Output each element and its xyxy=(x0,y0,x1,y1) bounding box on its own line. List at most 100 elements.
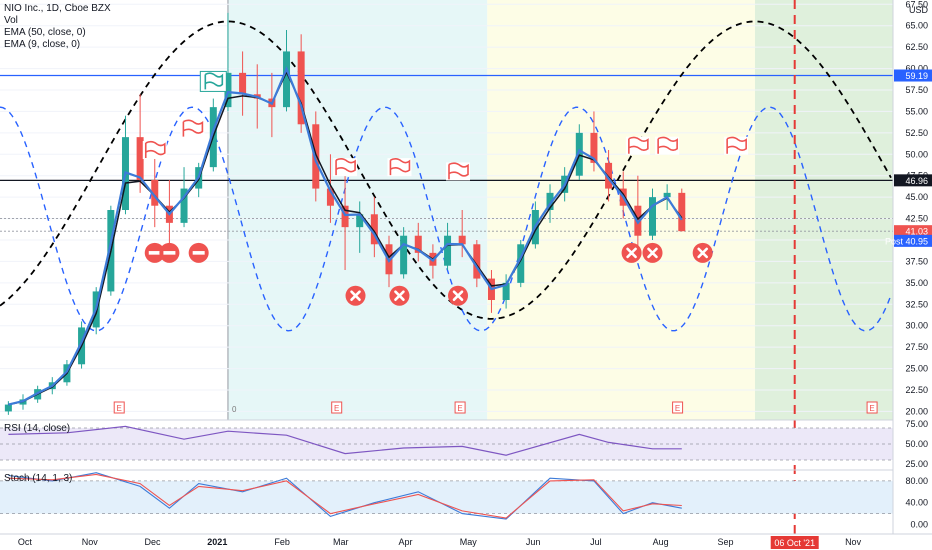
legend-vol[interactable]: Vol xyxy=(4,15,18,26)
x-circle-icon xyxy=(692,242,713,263)
price-label-box xyxy=(894,174,932,187)
price-axis-bg xyxy=(893,0,932,550)
legend-ema9[interactable]: EMA (9, close, 0) xyxy=(4,39,81,50)
candle-body xyxy=(414,235,422,253)
x-circle-icon xyxy=(345,285,366,306)
time-tick-label: Sep xyxy=(718,537,734,547)
time-tick-label: Feb xyxy=(274,537,290,547)
time-tick-label: Oct xyxy=(18,537,33,547)
candle-body xyxy=(502,282,510,300)
minus-circle-icon xyxy=(188,242,209,263)
price-tick-label: 65.00 xyxy=(905,21,928,31)
x-mark xyxy=(626,247,637,259)
candle-body xyxy=(678,192,686,232)
stoch-tick-label: 0.00 xyxy=(910,520,928,530)
badge-letter: E xyxy=(869,404,874,413)
candle-body xyxy=(458,235,466,245)
price-label-text: Post 40.95 xyxy=(885,236,928,246)
flag-shape xyxy=(657,136,678,154)
minus-circle-icon xyxy=(159,242,180,263)
candle-body xyxy=(370,214,378,245)
flag-red-icon xyxy=(387,158,412,177)
candle-body xyxy=(473,244,481,279)
flag-shape xyxy=(204,72,224,90)
rsi-tick-label: 50.00 xyxy=(905,439,928,449)
earnings-badge: E xyxy=(866,401,878,414)
candle-body xyxy=(224,72,232,108)
rsi-tick-label: 75.00 xyxy=(905,419,928,429)
price-label-box xyxy=(894,69,932,82)
price-tick-label: 62.50 xyxy=(905,42,928,52)
x-circle-icon xyxy=(448,285,469,306)
event-date-box xyxy=(770,536,819,549)
stoch-legend[interactable]: Stoch (14, 1, 3) xyxy=(4,473,73,484)
flag-red-icon xyxy=(724,136,749,155)
price-tick-label: 30.00 xyxy=(905,321,928,331)
time-tick-label: Dec xyxy=(144,537,161,547)
candle-body xyxy=(136,137,144,180)
rsi-legend[interactable]: RSI (14, close) xyxy=(4,423,71,434)
time-tick-label: Nov xyxy=(845,537,862,547)
x-mark xyxy=(647,247,658,259)
candle-body xyxy=(326,188,334,206)
zone-green xyxy=(754,0,893,420)
cycle-long-curve xyxy=(0,20,892,320)
flag-shape xyxy=(389,158,411,176)
flag-red-icon xyxy=(180,119,205,138)
candle-body xyxy=(546,192,554,210)
x-mark xyxy=(452,290,464,302)
flag-green-icon xyxy=(199,70,227,92)
price-tick-label: 57.50 xyxy=(905,85,928,95)
badge-box xyxy=(672,401,684,414)
legend-symbol[interactable]: NIO Inc., 1D, Cboe BZX xyxy=(4,3,111,14)
flag-red-icon xyxy=(625,136,650,155)
x-mark xyxy=(350,290,361,302)
stoch-tick-label: 40.00 xyxy=(905,498,928,508)
price-label-text: 41.03 xyxy=(905,227,928,237)
price-tick-label: 22.50 xyxy=(905,385,928,395)
minus-bar xyxy=(192,251,205,255)
stoch-tick-label: 80.00 xyxy=(905,476,928,486)
x-mark xyxy=(394,290,405,302)
badge-box xyxy=(866,401,878,414)
candle-body xyxy=(151,180,159,206)
flag-red-icon xyxy=(446,162,471,181)
candle-body xyxy=(283,51,291,108)
flag-shape xyxy=(448,162,469,180)
minus-bar xyxy=(148,251,161,255)
candle-body xyxy=(239,72,247,95)
price-tick-label: 52.50 xyxy=(905,128,928,138)
dividend-mark: 0 xyxy=(232,405,237,414)
minus-circle-icon xyxy=(144,242,165,263)
price-label-box xyxy=(894,225,932,238)
time-tick-label: Nov xyxy=(82,537,99,547)
flag-shape xyxy=(144,140,166,158)
price-tick-label: 35.00 xyxy=(905,278,928,288)
stoch-band xyxy=(0,480,893,514)
event-date-label: 06 Oct '21 xyxy=(774,538,815,548)
candle-body xyxy=(4,404,12,412)
price-label-text: 46.96 xyxy=(905,176,928,186)
price-tick-label: 27.50 xyxy=(905,342,928,352)
x-circle-icon xyxy=(621,242,642,263)
badge-letter: E xyxy=(457,404,462,413)
time-tick-label: Jul xyxy=(590,537,602,547)
flag-shape xyxy=(335,158,356,176)
legend-ema50[interactable]: EMA (50, close, 0) xyxy=(4,27,86,38)
price-label-text: 59.19 xyxy=(905,71,928,81)
time-tick-label: Apr xyxy=(399,537,413,547)
candle-body xyxy=(444,235,452,266)
time-tick-label: Aug xyxy=(653,537,669,547)
flag-shape xyxy=(628,136,649,154)
earnings-badge: E xyxy=(672,401,684,414)
badge-letter: E xyxy=(334,404,339,413)
earnings-badge: E xyxy=(454,401,466,414)
time-tick-label: Jun xyxy=(526,537,541,547)
candle-body xyxy=(575,132,583,176)
price-tick-label: 55.00 xyxy=(905,106,928,116)
earnings-badge: E xyxy=(331,401,343,414)
price-tick-label: 50.00 xyxy=(905,149,928,159)
price-tick-label: 67.50 xyxy=(905,0,928,9)
zone-yellow xyxy=(487,0,755,420)
